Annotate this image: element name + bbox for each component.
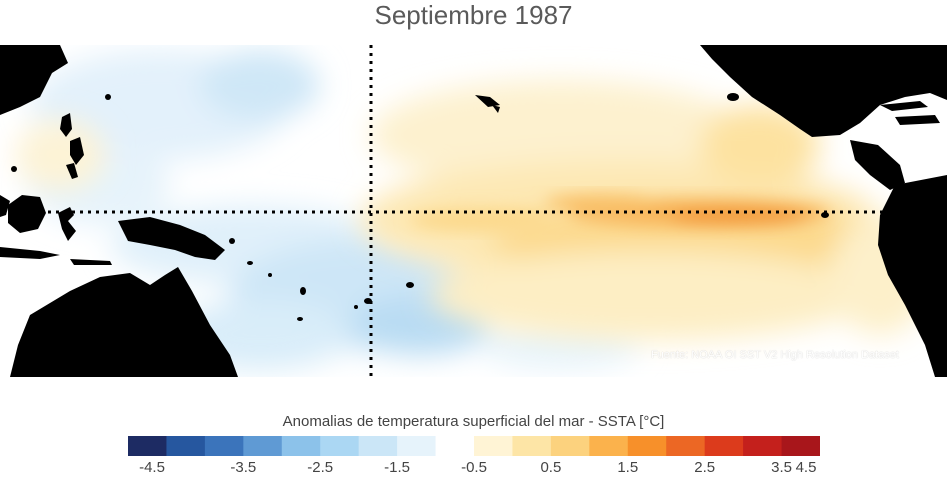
colorbar-tick-label: -2.5	[307, 459, 334, 476]
colorbar-segment	[743, 436, 783, 456]
colorbar-segment	[435, 436, 475, 456]
colorbar-segment	[781, 436, 820, 456]
colorbar-tick-label: -0.5	[461, 459, 487, 476]
colorbar-tick-label: 0.5	[540, 459, 562, 476]
colorbar-segment	[397, 436, 437, 456]
colorbar-segment	[474, 436, 513, 456]
colorbar-segment	[666, 436, 706, 456]
data-source-note: Fuente: NOAA OI SST V2 High Resolution D…	[650, 349, 899, 361]
colorbar-tick-label: -1.5	[384, 459, 411, 476]
sst-anomaly-map	[0, 45, 947, 377]
colorbar-tick-label: 3.5	[771, 459, 792, 476]
colorbar-segment	[204, 436, 244, 456]
colorbar	[128, 436, 820, 456]
colorbar-title: Anomalias de temperatura superficial del…	[282, 413, 665, 430]
map-title: Septiembre 1987	[374, 0, 573, 30]
colorbar-tick-label: 2.5	[694, 459, 716, 476]
colorbar-segment	[128, 436, 167, 456]
colorbar-segment	[320, 436, 360, 456]
colorbar-segment	[281, 436, 321, 456]
pacific-islands	[11, 93, 829, 321]
colorbar-segment	[704, 436, 744, 456]
colorbar-segment	[166, 436, 206, 456]
colorbar-segment	[550, 436, 590, 456]
reference-lines	[0, 45, 947, 377]
colorbar-segment	[358, 436, 398, 456]
colorbar-segment	[627, 436, 667, 456]
colorbar-tick-label: -4.5	[139, 459, 165, 476]
land-masses	[0, 45, 947, 377]
colorbar-tick-labels: -4.5 -3.5 -2.5 -1.5 -0.5 0.5 1.5 2.5 3.5 4.5	[0, 459, 947, 479]
colorbar-tick-label: 1.5	[617, 459, 639, 476]
colorbar-segment	[589, 436, 629, 456]
colorbar-segment	[243, 436, 283, 456]
colorbar-segment	[512, 436, 552, 456]
colorbar-tick-label: 4.5	[795, 459, 817, 476]
colorbar-tick-label: -3.5	[230, 459, 257, 476]
